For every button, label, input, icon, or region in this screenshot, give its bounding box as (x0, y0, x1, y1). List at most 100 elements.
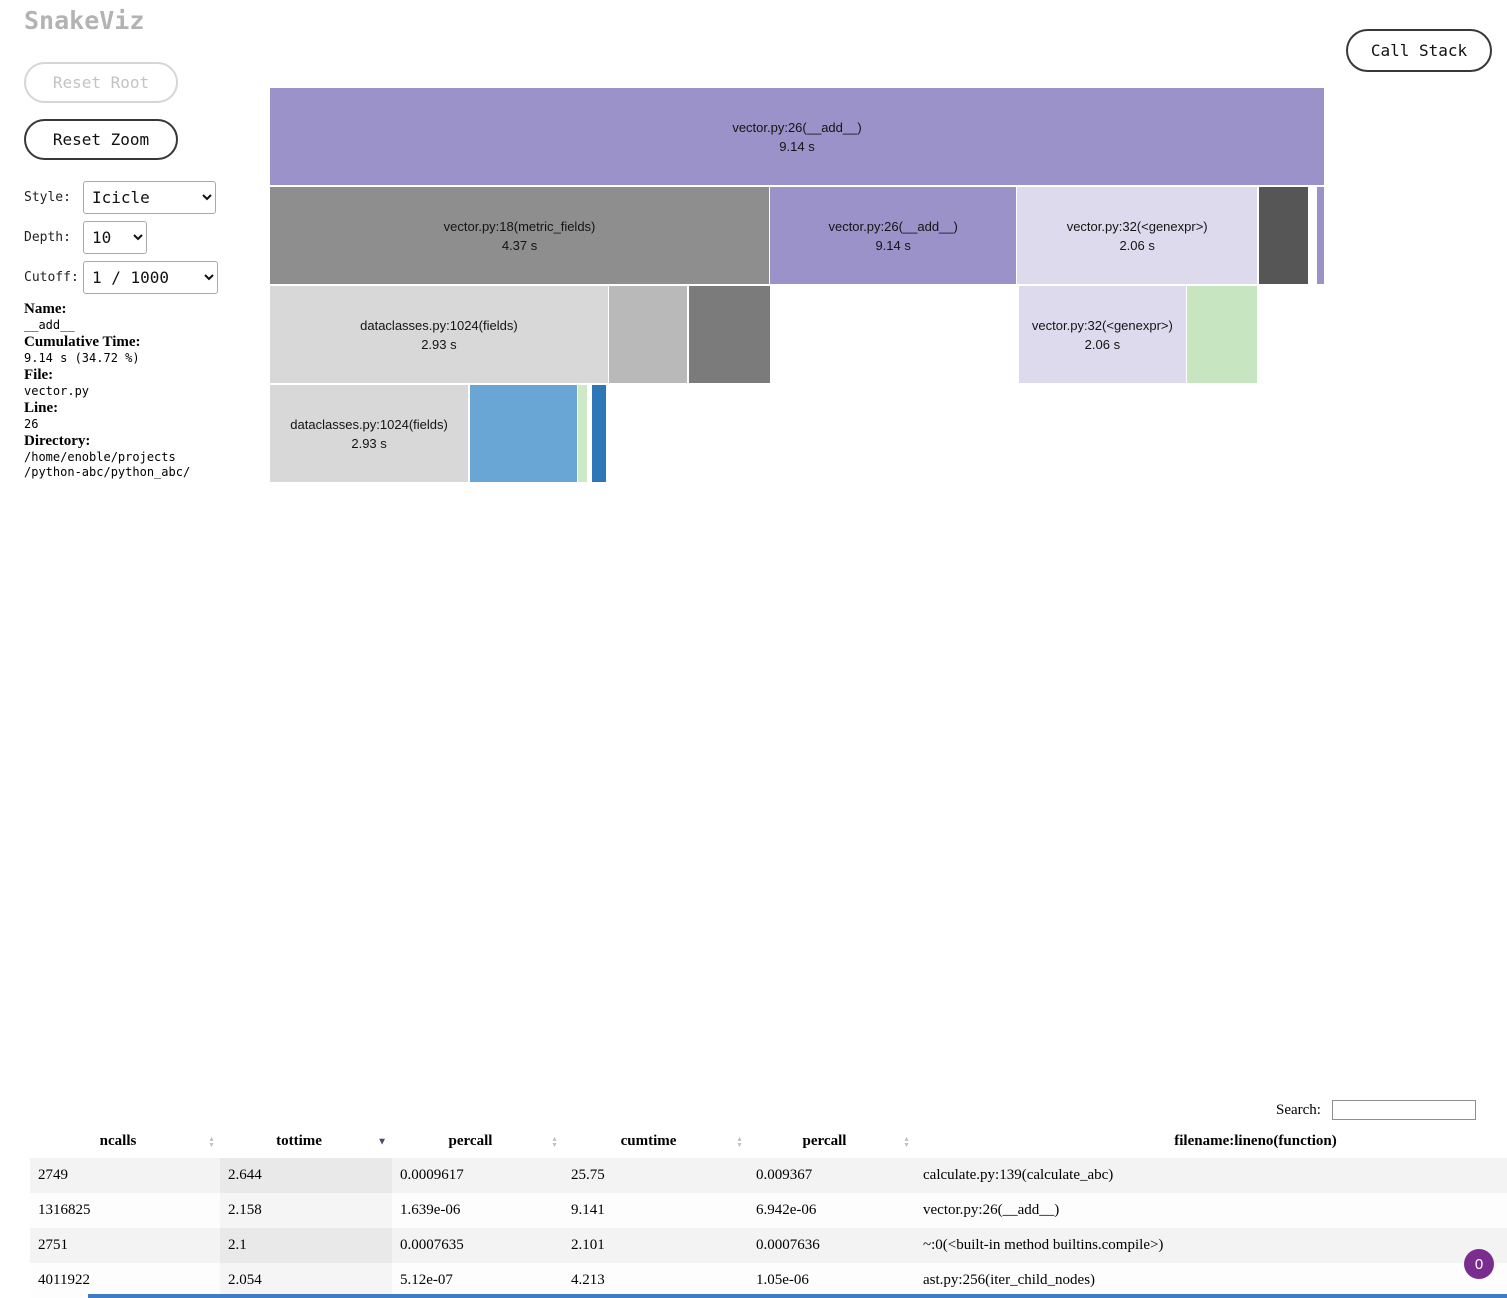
table-row: 2749 2.644 0.0009617 25.75 0.009367 calculate… (30, 1158, 1507, 1193)
reset-root-button[interactable]: Reset Root (24, 62, 178, 103)
icicle-cell-dataclasses-fields[interactable]: dataclasses.py:1024(fields) 2.93 s (270, 286, 608, 383)
table-header-row: ncalls ▲ ▼ tottime ▼ percall ▲ ▼ cumtime ▲ ▼ percal… (30, 1125, 1507, 1158)
sort-both-icon: ▲ ▼ (208, 1134, 215, 1149)
column-header-ncalls[interactable]: ncalls ▲ ▼ (30, 1125, 220, 1158)
info-directory-label: Directory: (24, 433, 91, 449)
table-cell: ast.py:256(iter_child_nodes) (923, 1272, 1096, 1288)
sort-both-icon: ▲ ▼ (736, 1134, 743, 1149)
depth-select[interactable]: 10 (83, 221, 147, 254)
call-stack-button[interactable]: Call Stack (1346, 29, 1492, 72)
cell-time-label: 4.37 s (501, 237, 538, 253)
style-label: Style: (24, 190, 71, 205)
column-header-percall[interactable]: percall ▲ ▼ (392, 1125, 563, 1158)
icicle-cell-block-blue[interactable] (469, 385, 577, 482)
info-name-label: Name: (24, 301, 67, 317)
table-cell: 2.644 (220, 1158, 392, 1193)
reset-zoom-button[interactable]: Reset Zoom (24, 119, 178, 160)
icicle-row: vector.py:18(metric_fields) 4.37 s vector.… (270, 187, 1324, 284)
icicle-cell-block-green-sliver[interactable] (577, 385, 587, 482)
cell-function-label: vector.py:32(<genexpr>) (1066, 218, 1208, 234)
info-file-value: vector.py (24, 384, 90, 398)
depth-control: Depth: 10 (24, 221, 147, 254)
table-cell: 9.141 (571, 1202, 605, 1218)
table-row: 2751 2.1 0.0007635 2.101 0.0007636 ~:0(<built… (30, 1228, 1507, 1263)
cutoff-select[interactable]: 1 / 1000 (83, 261, 218, 294)
table-cell: calculate.py:139(calculate_abc) (923, 1167, 1114, 1183)
info-cumtime-label: Cumulative Time: (24, 334, 141, 350)
table-cell: 1.05e-06 (756, 1272, 809, 1288)
table-row: 4011922 2.054 5.12e-07 4.213 1.05e-06 ast.py:… (30, 1263, 1507, 1298)
icicle-cell-block-dark-blue-sliver[interactable] (591, 385, 607, 482)
icicle-row: vector.py:26(__add__) 9.14 s (270, 88, 1324, 185)
style-control: Style: Icicle (24, 181, 216, 214)
cell-function-label: dataclasses.py:1024(fields) (290, 416, 448, 432)
cell-function-label: vector.py:26(__add__) (828, 218, 958, 234)
icicle-cell-block-dark-gray[interactable] (1259, 187, 1309, 284)
icicle-cell-vector-add[interactable]: vector.py:26(__add__) 9.14 s (770, 187, 1017, 284)
table-cell: 0.009367 (756, 1167, 813, 1183)
table-cell: 2751 (38, 1237, 68, 1253)
cell-function-label: vector.py:26(__add__) (732, 119, 862, 135)
info-directory-value: /home/enoble/projects /python-abc/python… (24, 450, 191, 479)
sort-both-icon: ▲ ▼ (903, 1134, 910, 1149)
table-cell: 25.75 (571, 1167, 605, 1183)
table-cell: 1.639e-06 (400, 1202, 461, 1218)
column-header-tottime[interactable]: tottime ▼ (220, 1125, 392, 1158)
cutoff-control: Cutoff: 1 / 1000 (24, 261, 218, 294)
style-select[interactable]: Icicle (83, 181, 216, 214)
table-cell: 2.101 (571, 1237, 605, 1253)
table-cell: 0.0007636 (756, 1237, 820, 1253)
selection-info-panel: Name: __add__ Cumulative Time: 9.14 s (3… (24, 300, 266, 480)
table-cell: 0.0009617 (400, 1167, 464, 1183)
search-input[interactable] (1332, 1100, 1476, 1120)
sort-desc-icon: ▼ (377, 1136, 387, 1147)
column-header-cumtime[interactable]: cumtime ▲ ▼ (563, 1125, 748, 1158)
column-header-filename-lineno-function-[interactable]: filename:lineno(function)▲▼ (915, 1125, 1507, 1158)
cell-function-label: vector.py:32(<genexpr>) (1031, 317, 1173, 333)
table-cell: 2749 (38, 1167, 68, 1183)
cell-time-label: 9.14 s (779, 138, 815, 154)
cell-time-label: 2.06 s (1119, 237, 1155, 253)
cell-time-label: 9.14 s (875, 237, 911, 253)
info-file-label: File: (24, 367, 54, 383)
icicle-chart: vector.py:26(__add__) 9.14 s vector.py:18(… (270, 88, 1324, 482)
icicle-row: dataclasses.py:1024(fields) 2.93 s (270, 385, 1324, 482)
cell-function-label: vector.py:18(metric_fields) (443, 218, 596, 234)
info-line-value: 26 (24, 417, 39, 431)
column-header-percall[interactable]: percall ▲ ▼ (748, 1125, 915, 1158)
info-cumtime-value: 9.14 s (34.72 %) (24, 351, 140, 365)
table-cell: 2.158 (220, 1193, 392, 1228)
icicle-cell-block-purple-sliver[interactable] (1317, 187, 1324, 284)
table-cell: 2.054 (220, 1263, 392, 1298)
icicle-cell-block-mid-gray[interactable] (608, 286, 687, 383)
search-label: Search: (1276, 1102, 1321, 1118)
partial-row-highlight (88, 1294, 1507, 1298)
icicle-cell-block-dark-gray[interactable] (688, 286, 770, 383)
icicle-cell-genexpr[interactable]: vector.py:32(<genexpr>) 2.06 s (1018, 286, 1186, 383)
table-cell: ~:0(<built-in method builtins.compile>) (923, 1237, 1164, 1253)
depth-label: Depth: (24, 230, 71, 245)
table-cell: 4011922 (38, 1272, 90, 1288)
notification-badge[interactable]: 0 (1464, 1249, 1494, 1279)
icicle-cell-block-green[interactable] (1186, 286, 1258, 383)
table-cell: 0.0007635 (400, 1237, 464, 1253)
cell-time-label: 2.93 s (351, 435, 387, 451)
app-title: SnakeViz (24, 6, 145, 35)
cell-time-label: 2.06 s (1084, 336, 1121, 352)
cell-time-label: 2.93 s (421, 336, 457, 352)
icicle-cell-vector-add-root[interactable]: vector.py:26(__add__) 9.14 s (270, 88, 1324, 185)
icicle-cell-genexpr[interactable]: vector.py:32(<genexpr>) 2.06 s (1017, 187, 1258, 284)
sort-both-icon: ▲ ▼ (551, 1134, 558, 1149)
info-line-label: Line: (24, 400, 59, 416)
table-row: 1316825 2.158 1.639e-06 9.141 6.942e-06 vecto… (30, 1193, 1507, 1228)
cell-function-label: dataclasses.py:1024(fields) (360, 317, 518, 333)
table-cell: 4.213 (571, 1272, 605, 1288)
info-name-value: __add__ (24, 318, 75, 332)
icicle-row: dataclasses.py:1024(fields) 2.93 s vector.… (270, 286, 1324, 383)
table-cell: 5.12e-07 (400, 1272, 453, 1288)
profile-table: ncalls ▲ ▼ tottime ▼ percall ▲ ▼ cumtime ▲ ▼ percal… (30, 1125, 1507, 1298)
icicle-cell-metric-fields[interactable]: vector.py:18(metric_fields) 4.37 s (270, 187, 770, 284)
table-cell: vector.py:26(__add__) (923, 1202, 1060, 1218)
icicle-cell-dataclasses-fields[interactable]: dataclasses.py:1024(fields) 2.93 s (270, 385, 469, 482)
table-body: 2749 2.644 0.0009617 25.75 0.009367 calculate… (30, 1158, 1507, 1298)
